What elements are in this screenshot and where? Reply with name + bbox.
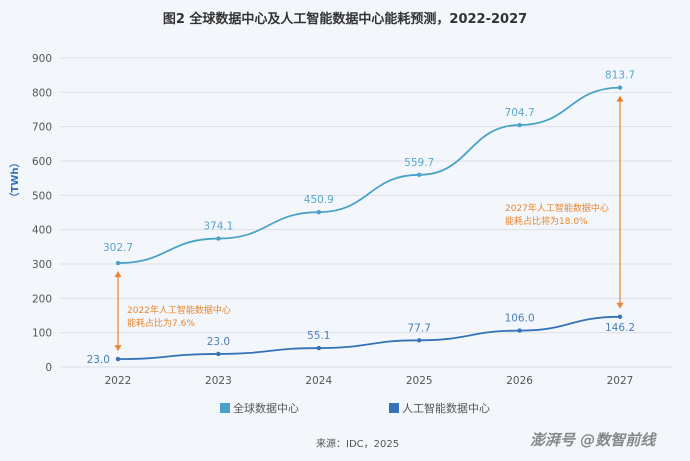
legend-swatch: [389, 403, 399, 413]
y-tick-label: 800: [32, 87, 52, 99]
x-tick-label: 2026: [506, 375, 533, 387]
data-point: [517, 122, 522, 128]
y-tick-label: 0: [45, 362, 52, 374]
data-point: [417, 338, 422, 343]
series-line-1: [117, 315, 621, 361]
y-tick-label: 100: [32, 328, 52, 340]
y-tick-label: 900: [32, 53, 52, 65]
data-label: 450.9: [304, 194, 334, 206]
x-tick-label: 2027: [607, 375, 634, 387]
data-point: [417, 172, 422, 178]
annotation-text: 2027年人工智能数据中心: [505, 202, 609, 214]
arrow-head-up: [114, 271, 122, 278]
data-point: [115, 356, 121, 362]
annotation-text: 能耗占比为7.6%: [127, 317, 195, 329]
y-tick-label: 400: [32, 225, 52, 237]
line-chart: 0 100 200 300 400 500 600 700 800 900 2022 2023 2024…: [8, 53, 672, 387]
data-label: 302.7: [103, 242, 133, 254]
data-point: [216, 351, 221, 357]
source-note: 来源：IDC，2025: [316, 439, 400, 450]
data-label: 106.0: [505, 313, 535, 325]
x-tick-label: 2022: [105, 375, 132, 387]
arrow-head-down: [616, 302, 624, 309]
x-tick-label: 2025: [406, 375, 433, 387]
y-tick-label: 700: [32, 122, 52, 134]
y-tick-label: 300: [32, 259, 52, 271]
data-point: [115, 260, 121, 266]
y-tick-label: 500: [32, 190, 52, 202]
data-label: 374.1: [203, 221, 233, 233]
data-label: 559.7: [404, 157, 434, 169]
legend-item-global: 全球数据中心: [220, 400, 299, 416]
arrow-head-up: [616, 95, 624, 102]
chart-title: 图2 全球数据中心及人工智能数据中心能耗预测，2022-2027: [162, 12, 528, 27]
legend-label: 人工智能数据中心: [402, 402, 490, 415]
data-point: [216, 236, 221, 241]
series-line-0: [117, 86, 621, 264]
data-point: [617, 85, 623, 90]
legend-label: 全球数据中心: [233, 402, 299, 415]
legend-item-ai: 人工智能数据中心: [389, 400, 490, 416]
x-tick-label: 2024: [305, 375, 332, 387]
y-axis-label: （TWh）: [8, 158, 21, 203]
data-label: 23.0: [207, 336, 230, 348]
y-tick-label: 200: [32, 293, 52, 305]
data-point: [517, 328, 522, 333]
watermark: 澎湃号 @数智前线: [530, 431, 656, 449]
data-label: 23.0: [87, 354, 110, 366]
x-tick-label: 2023: [205, 375, 232, 387]
annotation-text: 2022年人工智能数据中心: [127, 304, 231, 316]
data-label: 704.7: [505, 107, 535, 119]
data-label: 146.2: [605, 322, 635, 334]
annotation-text: 能耗占比将为18.0%: [505, 215, 588, 227]
data-point: [617, 314, 623, 320]
data-point: [316, 345, 321, 351]
data-label: 55.1: [307, 330, 330, 342]
data-label: 813.7: [605, 70, 635, 82]
legend-swatch: [220, 403, 230, 413]
arrow-head-down: [114, 345, 122, 352]
y-tick-label: 600: [32, 156, 52, 168]
data-label: 77.7: [408, 322, 431, 334]
data-point: [316, 209, 321, 215]
